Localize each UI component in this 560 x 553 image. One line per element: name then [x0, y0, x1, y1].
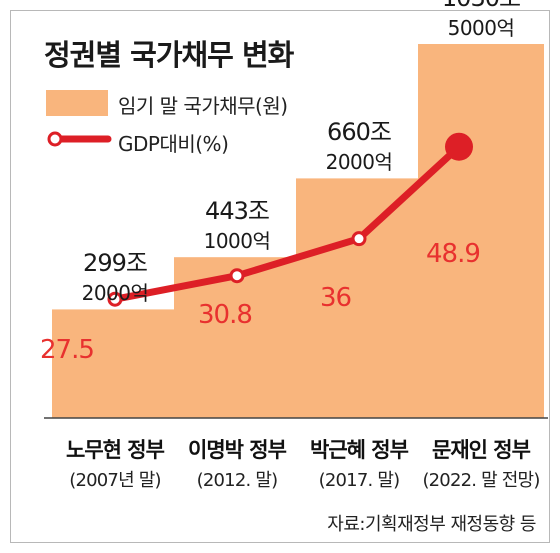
- gdp-ratio-label-3: 36: [320, 283, 351, 313]
- gdp-ratio-point-2: [229, 268, 245, 284]
- category-period-2: (2012. 말): [196, 470, 278, 491]
- gdp-ratio-label-2: 30.8: [198, 300, 252, 330]
- bar-value-sublabel-3: 2000억: [325, 150, 393, 175]
- bar-value-label-2: 443조: [205, 197, 270, 226]
- category-label-3: 박근혜 정부: [310, 438, 409, 462]
- gdp-ratio-point-1: [107, 291, 123, 307]
- gdp-ratio-line: [111, 143, 463, 303]
- bar-1: [52, 309, 178, 418]
- chart-frame: [10, 10, 550, 543]
- bar-value-sublabel-1: 2000억: [81, 281, 149, 306]
- gdp-ratio-point-4: [445, 132, 473, 161]
- bar-value-sublabel-4: 5000억: [447, 16, 515, 40]
- legend-line-label: GDP대비(%): [118, 132, 229, 156]
- bar-value-sublabel-2: 1000억: [203, 229, 271, 254]
- bar-3: [296, 178, 422, 418]
- source-note: 자료:기획재정부 재정동향 등: [327, 514, 536, 535]
- category-period-1: (2007년 말): [69, 470, 161, 491]
- category-label-4: 문재인 정부: [432, 438, 531, 462]
- category-label-2: 이명박 정부: [188, 438, 287, 462]
- gdp-ratio-label-4: 48.9: [426, 239, 480, 269]
- bar-value-label-3: 660조: [327, 118, 392, 147]
- category-period-4: (2022. 말 전망): [422, 470, 540, 491]
- gdp-ratio-point-3: [351, 231, 367, 247]
- bar-4: [418, 44, 544, 418]
- legend-bar-swatch: [46, 90, 108, 116]
- chart-title: 정권별 국가채무 변화: [44, 38, 294, 72]
- legend-bar-label: 임기 말 국가채무(원): [118, 94, 288, 118]
- category-period-3: (2017. 말): [318, 470, 400, 491]
- gdp-ratio-label-1: 27.5: [40, 335, 94, 365]
- bar-value-label-4: 1030조: [411, 0, 551, 13]
- bar-value-label-1: 299조: [83, 249, 148, 278]
- category-label-1: 노무현 정부: [66, 438, 165, 462]
